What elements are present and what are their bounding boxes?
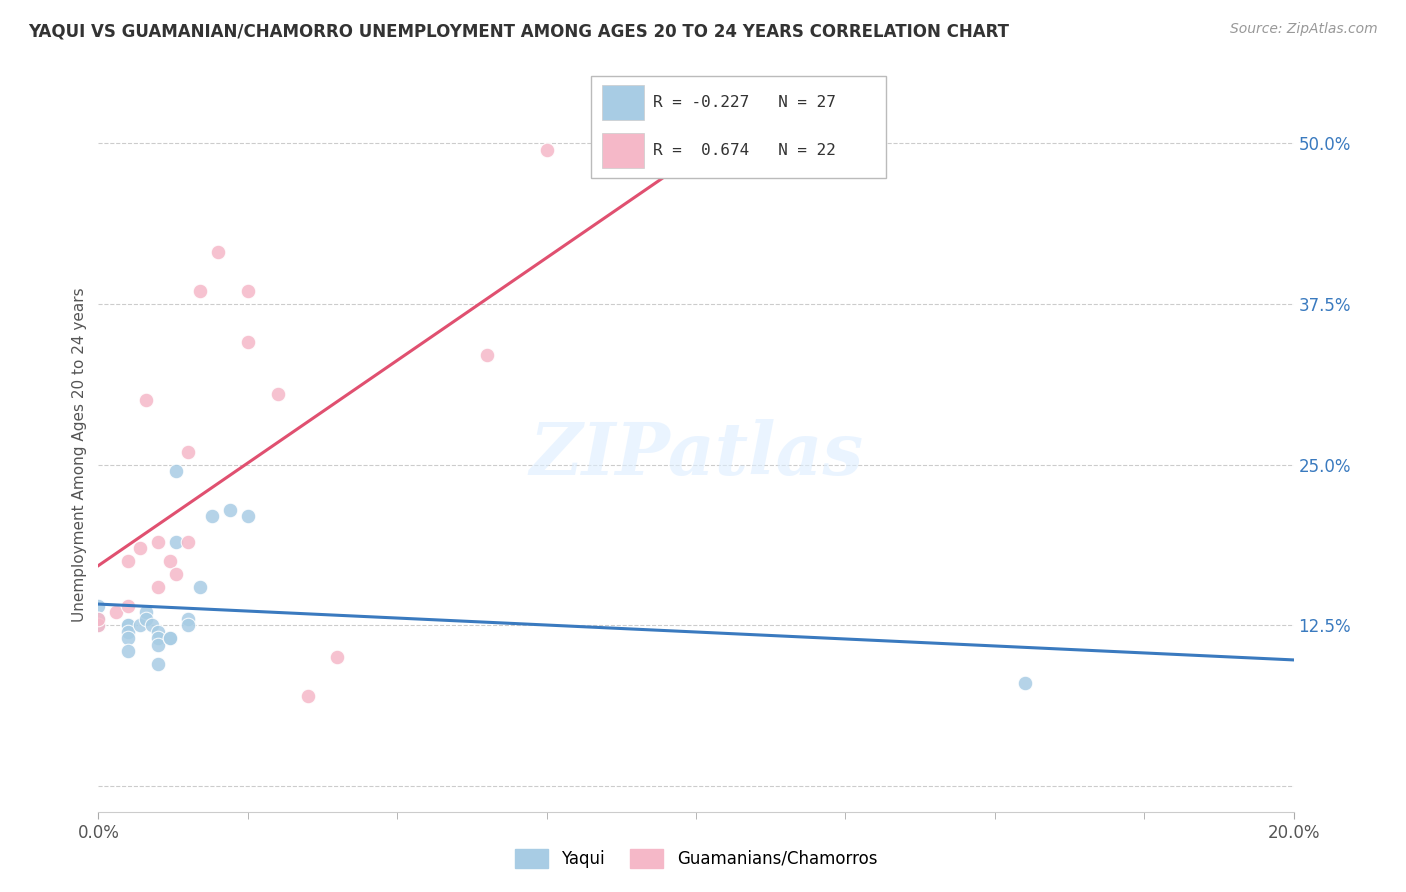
Point xyxy=(165,464,187,478)
Point xyxy=(87,612,110,626)
Point xyxy=(87,612,110,626)
Bar xyxy=(602,85,644,120)
Point xyxy=(148,534,170,549)
Point xyxy=(117,599,139,613)
Point xyxy=(177,612,200,626)
Point xyxy=(201,508,224,523)
Point xyxy=(236,508,259,523)
Point xyxy=(129,541,152,556)
Point xyxy=(159,554,181,568)
Point xyxy=(87,618,110,632)
Point xyxy=(236,335,259,350)
Point xyxy=(117,644,139,658)
Point xyxy=(117,618,139,632)
Y-axis label: Unemployment Among Ages 20 to 24 years: Unemployment Among Ages 20 to 24 years xyxy=(72,287,87,623)
Point xyxy=(135,606,157,620)
Point xyxy=(148,638,170,652)
Bar xyxy=(602,133,644,168)
Point xyxy=(159,631,181,645)
Point xyxy=(105,606,128,620)
Point xyxy=(219,502,242,516)
Point xyxy=(141,618,163,632)
Point xyxy=(148,580,170,594)
Point xyxy=(188,580,211,594)
Point xyxy=(165,566,187,581)
Text: YAQUI VS GUAMANIAN/CHAMORRO UNEMPLOYMENT AMONG AGES 20 TO 24 YEARS CORRELATION C: YAQUI VS GUAMANIAN/CHAMORRO UNEMPLOYMENT… xyxy=(28,22,1010,40)
Point xyxy=(135,612,157,626)
Point xyxy=(159,631,181,645)
Point xyxy=(475,348,498,362)
Point xyxy=(1014,676,1036,690)
Point xyxy=(117,631,139,645)
Point xyxy=(177,534,200,549)
Text: ZIPatlas: ZIPatlas xyxy=(529,419,863,491)
Point xyxy=(236,284,259,298)
Point xyxy=(326,650,349,665)
Point xyxy=(177,444,200,458)
Point xyxy=(135,393,157,408)
Text: R =  0.674   N = 22: R = 0.674 N = 22 xyxy=(652,144,835,158)
Point xyxy=(177,618,200,632)
Point xyxy=(536,143,558,157)
Point xyxy=(129,618,152,632)
Point xyxy=(267,387,290,401)
Point xyxy=(148,631,170,645)
Point xyxy=(87,599,110,613)
Point xyxy=(297,689,319,703)
Point xyxy=(207,245,229,260)
Point xyxy=(148,657,170,671)
Text: Source: ZipAtlas.com: Source: ZipAtlas.com xyxy=(1230,22,1378,37)
Point xyxy=(87,618,110,632)
Point xyxy=(165,534,187,549)
Point xyxy=(117,554,139,568)
Point xyxy=(117,624,139,639)
Point xyxy=(188,284,211,298)
Legend: Yaqui, Guamanians/Chamorros: Yaqui, Guamanians/Chamorros xyxy=(508,842,884,875)
Point xyxy=(148,624,170,639)
Text: R = -0.227   N = 27: R = -0.227 N = 27 xyxy=(652,95,835,110)
Point xyxy=(117,618,139,632)
